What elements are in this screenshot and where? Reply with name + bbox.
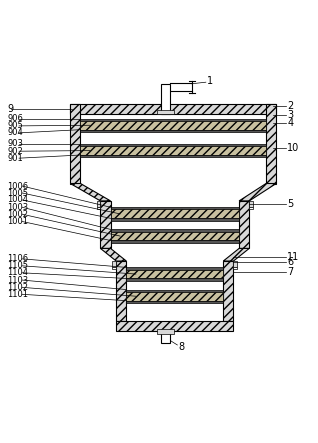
Bar xyxy=(239,201,249,249)
Bar xyxy=(80,146,266,155)
Bar xyxy=(157,110,174,114)
Text: 1102: 1102 xyxy=(7,283,28,292)
Text: 905: 905 xyxy=(7,121,23,130)
Bar xyxy=(161,84,170,114)
Text: 1101: 1101 xyxy=(7,290,28,299)
Bar xyxy=(97,206,100,209)
Bar xyxy=(116,321,233,331)
Text: 9: 9 xyxy=(7,105,13,114)
Bar xyxy=(80,155,266,157)
Bar xyxy=(80,114,266,183)
Bar xyxy=(113,267,116,269)
Bar xyxy=(126,301,223,303)
Text: 3: 3 xyxy=(287,110,293,120)
Bar xyxy=(100,201,111,249)
Bar xyxy=(80,144,266,146)
Text: 1006: 1006 xyxy=(7,182,28,190)
Bar xyxy=(111,229,239,232)
Text: 4: 4 xyxy=(287,118,293,128)
Bar xyxy=(249,206,253,209)
Bar xyxy=(70,105,80,183)
Bar xyxy=(111,210,239,218)
Text: 1003: 1003 xyxy=(7,203,28,212)
Bar xyxy=(126,290,223,292)
Bar xyxy=(80,121,266,130)
Polygon shape xyxy=(239,183,276,201)
Text: 1001: 1001 xyxy=(7,217,28,226)
Text: 904: 904 xyxy=(7,128,23,137)
Bar xyxy=(80,130,266,132)
Bar xyxy=(97,201,100,206)
Bar xyxy=(161,331,170,343)
Bar xyxy=(233,267,237,269)
Text: 1103: 1103 xyxy=(7,276,28,284)
Text: 1005: 1005 xyxy=(7,189,28,198)
Text: 6: 6 xyxy=(287,257,293,267)
Text: 906: 906 xyxy=(7,114,23,123)
Text: 5: 5 xyxy=(287,199,294,209)
Bar xyxy=(266,105,276,183)
Bar xyxy=(157,329,174,334)
Bar xyxy=(111,207,239,210)
Text: 1004: 1004 xyxy=(7,195,28,205)
Bar xyxy=(80,119,266,121)
Bar xyxy=(233,261,237,267)
Bar xyxy=(113,261,116,267)
Polygon shape xyxy=(80,183,266,201)
Bar xyxy=(111,241,239,243)
Bar xyxy=(116,261,126,321)
Polygon shape xyxy=(70,183,111,201)
Text: 11: 11 xyxy=(287,252,300,262)
Text: 901: 901 xyxy=(7,154,23,163)
Bar xyxy=(111,201,239,249)
Text: 1002: 1002 xyxy=(7,210,28,219)
Text: 7: 7 xyxy=(287,267,294,277)
Text: 1: 1 xyxy=(206,76,213,85)
Text: 8: 8 xyxy=(178,342,184,352)
Text: 1105: 1105 xyxy=(7,261,28,270)
Polygon shape xyxy=(223,249,249,261)
Text: 903: 903 xyxy=(7,140,23,148)
Bar xyxy=(223,261,233,321)
Text: 902: 902 xyxy=(7,147,23,155)
Text: 2: 2 xyxy=(287,101,294,111)
Bar xyxy=(126,261,223,321)
Bar xyxy=(126,279,223,281)
Bar xyxy=(126,292,223,301)
Bar xyxy=(70,105,276,114)
Bar xyxy=(249,201,253,206)
Bar xyxy=(111,218,239,221)
Polygon shape xyxy=(111,249,239,261)
Text: 1104: 1104 xyxy=(7,268,28,277)
Text: 1106: 1106 xyxy=(7,254,28,263)
Bar xyxy=(111,232,239,241)
Text: 10: 10 xyxy=(287,144,300,153)
Polygon shape xyxy=(100,249,126,261)
Bar xyxy=(126,268,223,270)
Bar xyxy=(126,270,223,279)
